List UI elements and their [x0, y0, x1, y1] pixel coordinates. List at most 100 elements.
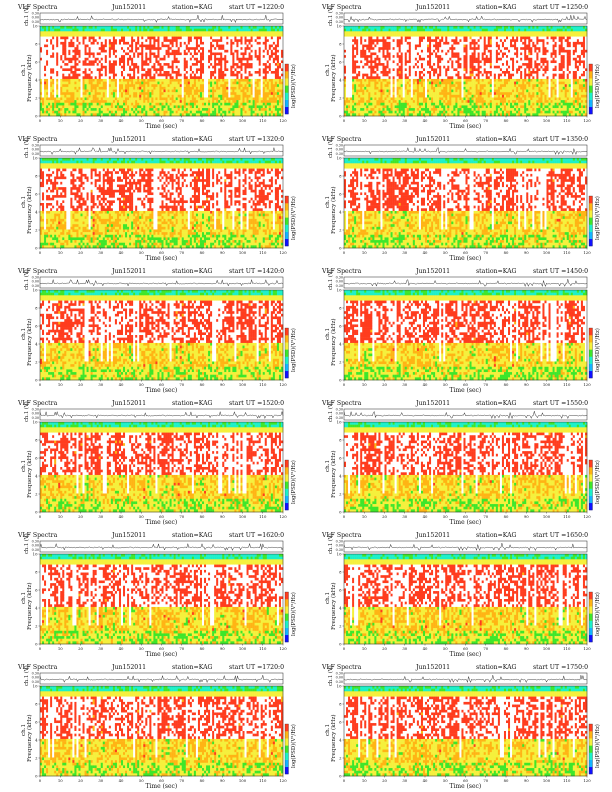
- amp-axis-label: ch.1 (V): [328, 401, 334, 422]
- time-tick-label: 30: [402, 250, 407, 255]
- amp-axis-label: ch.1 (V): [24, 533, 30, 554]
- time-tick-label: 30: [98, 118, 103, 123]
- freq-tick-label: 6: [339, 323, 342, 328]
- title-start-ut: start UT =1350:0: [533, 136, 588, 143]
- time-tick-label: 10: [362, 514, 367, 519]
- title-start-ut: start UT =1420:0: [229, 268, 284, 275]
- freq-tick-label: 0: [339, 377, 342, 382]
- time-tick-label: 120: [583, 646, 591, 651]
- time-tick-label: 90: [220, 118, 225, 123]
- freq-tick-label: 10: [33, 683, 38, 688]
- amp-tick-label: 0.30: [32, 12, 39, 16]
- freq-tick-label: 2: [35, 755, 38, 760]
- time-tick-label: 70: [483, 250, 488, 255]
- amp-tick-label: 0.30: [32, 284, 39, 288]
- amp-axis-label: ch.1 (V): [328, 269, 334, 290]
- title-date: Jun152011: [112, 268, 146, 275]
- time-tick-label: 10: [362, 250, 367, 255]
- time-tick-label: 90: [220, 382, 225, 387]
- title-date: Jun152011: [112, 4, 146, 11]
- time-axis-label: Time (sec): [450, 783, 482, 790]
- freq-tick-label: 2: [339, 755, 342, 760]
- amp-axis-label: ch.1 (V): [24, 137, 30, 158]
- time-tick-label: 110: [259, 778, 267, 783]
- time-tick-label: 50: [443, 514, 448, 519]
- title-start-ut: start UT =1550:0: [533, 400, 588, 407]
- time-tick-label: 80: [504, 514, 509, 519]
- freq-tick-label: 8: [339, 41, 342, 46]
- title-station: station=KAG: [172, 4, 213, 11]
- freq-tick-label: 6: [35, 455, 38, 460]
- time-tick-label: 120: [279, 778, 287, 783]
- freq-tick-label: 10: [337, 23, 342, 28]
- colorbar-label: log(PSD)(V²/Hz): [595, 460, 601, 504]
- time-tick-label: 120: [279, 646, 287, 651]
- amp-tick-label: 0.30: [336, 416, 343, 420]
- amp-tick-label: 0.30: [32, 672, 39, 676]
- freq-tick-label: 2: [339, 359, 342, 364]
- freq-tick-label: 6: [339, 587, 342, 592]
- freq-tick-label: 8: [339, 305, 342, 310]
- panel-title: VLF Spectra Jun152011 station=KAG start UT …: [322, 532, 588, 540]
- time-tick-label: 0: [39, 250, 42, 255]
- amplitude-strip: 0.300.000.30: [32, 12, 284, 25]
- amplitude-strip: 0.300.000.30: [336, 144, 588, 157]
- panel-title: VLF Spectra Jun152011 station=KAG start UT …: [18, 532, 284, 540]
- title-date: Jun152011: [112, 532, 146, 539]
- colorbar: [588, 63, 593, 115]
- amplitude-strip: 0.300.000.30: [336, 12, 588, 25]
- panel-title: VLF Spectra Jun152011 station=KAG start UT …: [18, 136, 284, 144]
- freq-tick-label: 2: [339, 623, 342, 628]
- amp-tick-label: 0.00: [336, 676, 343, 680]
- title-prefix: VLF Spectra: [322, 268, 361, 275]
- time-tick-label: 100: [543, 514, 551, 519]
- time-tick-label: 0: [39, 646, 42, 651]
- freq-tick-label: 10: [337, 155, 342, 160]
- title-prefix: VLF Spectra: [18, 268, 57, 275]
- time-tick-label: 110: [259, 514, 267, 519]
- title-station: station=KAG: [476, 136, 517, 143]
- colorbar-label: log(PSD)(V²/Hz): [595, 328, 601, 372]
- time-tick-label: 90: [524, 646, 529, 651]
- time-tick-label: 10: [58, 778, 63, 783]
- time-tick-label: 100: [543, 250, 551, 255]
- amp-tick-label: 0.00: [336, 16, 343, 20]
- time-tick-label: 60: [463, 118, 468, 123]
- time-tick-label: 0: [343, 118, 346, 123]
- time-tick-label: 10: [58, 646, 63, 651]
- panel-title: VLF Spectra Jun152011 station=KAG start UT …: [322, 400, 588, 408]
- time-tick-label: 100: [543, 778, 551, 783]
- title-start-ut: start UT =1250:0: [533, 4, 588, 11]
- freq-tick-label: 6: [35, 587, 38, 592]
- time-tick-label: 20: [78, 118, 83, 123]
- time-tick-label: 40: [423, 118, 428, 123]
- spectrogram-panel: VLF Spectra Jun152011 station=KAG start UT …: [6, 664, 297, 790]
- time-tick-label: 40: [423, 250, 428, 255]
- time-tick-label: 120: [279, 382, 287, 387]
- freq-tick-label: 2: [339, 227, 342, 232]
- amp-tick-label: 0.30: [336, 152, 343, 156]
- time-tick-label: 0: [343, 778, 346, 783]
- amp-tick-label: 0.30: [336, 284, 343, 288]
- freq-tick-label: 2: [339, 491, 342, 496]
- time-tick-label: 30: [402, 118, 407, 123]
- panel-title: VLF Spectra Jun152011 station=KAG start UT …: [322, 268, 588, 276]
- freq-tick-label: 0: [339, 509, 342, 514]
- amplitude-strip: 0.300.000.30: [336, 276, 588, 289]
- freq-tick-label: 10: [33, 23, 38, 28]
- time-tick-label: 60: [159, 646, 164, 651]
- freq-tick-label: 4: [35, 209, 38, 214]
- title-prefix: VLF Spectra: [322, 400, 361, 407]
- title-start-ut: start UT =1520:0: [229, 400, 284, 407]
- time-tick-label: 40: [119, 778, 124, 783]
